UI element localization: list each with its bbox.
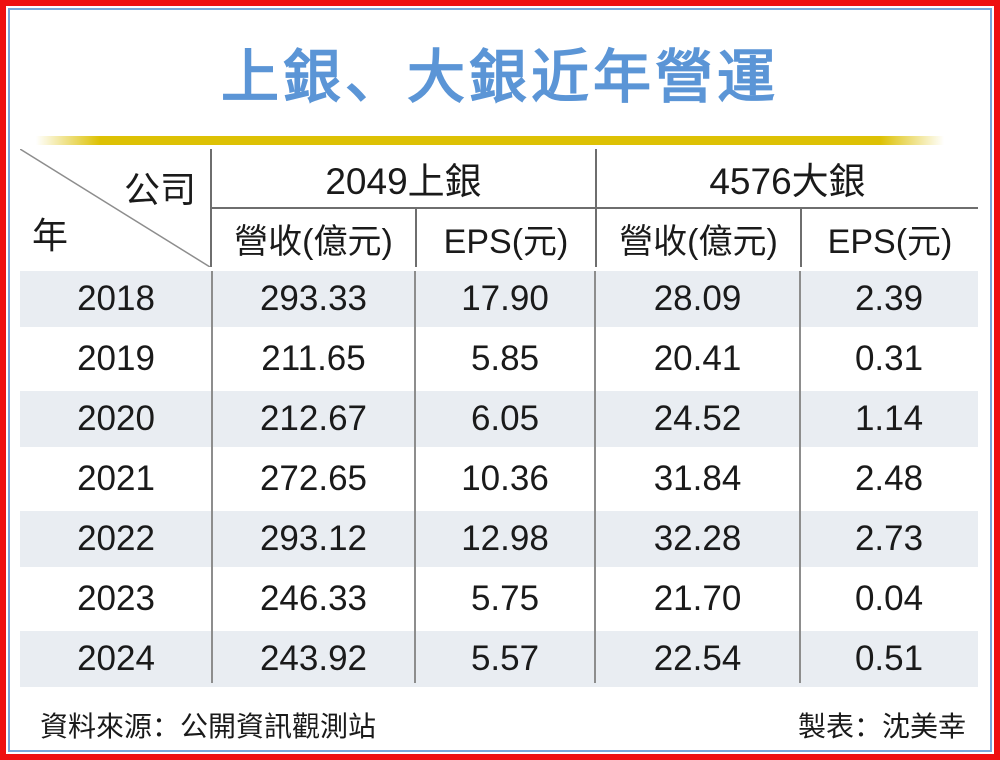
year-cell: 2023	[77, 579, 155, 618]
col-header-eps-4576: EPS(元)	[800, 209, 978, 267]
table-row-2019: 2019 211.65 5.85 20.41 0.31	[20, 331, 978, 387]
value-cell: 243.92	[259, 639, 368, 678]
page-title: 上銀、大銀近年營運	[220, 45, 779, 110]
table-row-2022: 2022 293.12 12.98 32.28 2.73	[20, 511, 978, 567]
value-cell: 10.36	[461, 459, 549, 498]
gold-divider	[36, 136, 944, 145]
value-cell: 5.57	[470, 639, 540, 678]
value-cell: 32.28	[653, 519, 742, 558]
value-cell: 28.09	[653, 279, 742, 318]
column-divider	[211, 271, 213, 683]
table-row-2023: 2023 246.33 5.75 21.70 0.04	[20, 571, 978, 627]
value-cell: 6.05	[470, 399, 540, 438]
value-cell: 22.54	[653, 639, 742, 678]
value-cell: 12.98	[461, 519, 549, 558]
value-cell: 5.75	[470, 579, 540, 618]
value-cell: 2.73	[854, 519, 924, 558]
table-header: 公司 年 2049上銀 4576大銀 營收(億元) EPS(元) 營收(億元) …	[20, 149, 978, 267]
value-cell: 5.85	[470, 339, 540, 378]
source-note: 資料來源：公開資訊觀測站	[40, 711, 377, 742]
value-cell: 0.31	[854, 339, 924, 378]
company-header-2049: 2049上銀	[212, 149, 595, 209]
column-divider	[414, 271, 416, 683]
col-header-eps-2049: EPS(元)	[415, 209, 595, 267]
value-cell: 20.41	[653, 339, 742, 378]
column-divider	[594, 271, 596, 683]
table-row-2024: 2024 243.92 5.57 22.54 0.51	[20, 631, 978, 687]
col-header-revenue-2049: 營收(億元)	[234, 222, 393, 261]
year-cell: 2024	[77, 639, 155, 678]
value-cell: 0.04	[854, 579, 924, 618]
value-cell: 0.51	[854, 639, 924, 678]
value-cell: 2.39	[854, 279, 924, 318]
value-cell: 24.52	[653, 399, 742, 438]
value-cell: 21.70	[653, 579, 742, 618]
value-cell: 272.65	[259, 459, 368, 498]
year-cell: 2022	[77, 519, 155, 558]
table-row-2018: 2018 293.33 17.90 28.09 2.39	[20, 271, 978, 327]
value-cell: 2.48	[854, 459, 924, 498]
value-cell: 212.67	[259, 399, 368, 438]
value-cell: 1.14	[854, 399, 924, 438]
year-cell: 2018	[77, 279, 155, 318]
data-table: 公司 年 2049上銀 4576大銀 營收(億元) EPS(元) 營收(億元) …	[20, 149, 978, 687]
diagonal-line	[20, 149, 210, 267]
table-footer: 資料來源：公開資訊觀測站 製表：沈美幸	[20, 691, 980, 745]
corner-cell: 公司 年	[20, 149, 212, 267]
value-cell: 293.12	[259, 519, 368, 558]
value-cell: 17.90	[461, 279, 549, 318]
credit-note: 製表：沈美幸	[797, 711, 966, 742]
value-cell: 246.33	[259, 579, 368, 618]
year-cell: 2020	[77, 399, 155, 438]
poster-inner: 上銀、大銀近年營運 公司 年 2049上銀 4576大銀 營收(億元) EPS(…	[8, 8, 992, 752]
table-row-2020: 2020 212.67 6.05 24.52 1.14	[20, 391, 978, 447]
corner-label-company: 公司	[123, 169, 196, 210]
year-cell: 2019	[77, 339, 155, 378]
value-cell: 293.33	[259, 279, 368, 318]
corner-label-year: 年	[32, 215, 69, 256]
year-cell: 2021	[77, 459, 155, 498]
column-divider	[799, 271, 801, 683]
table-row-2021: 2021 272.65 10.36 31.84 2.48	[20, 451, 978, 507]
value-cell: 31.84	[653, 459, 742, 498]
company-header-4576: 4576大銀	[595, 149, 978, 209]
col-header-revenue-4576: 營收(億元)	[595, 209, 800, 267]
value-cell: 211.65	[261, 339, 366, 378]
table-body: 2018 293.33 17.90 28.09 2.39 2019 211.65…	[20, 271, 978, 687]
